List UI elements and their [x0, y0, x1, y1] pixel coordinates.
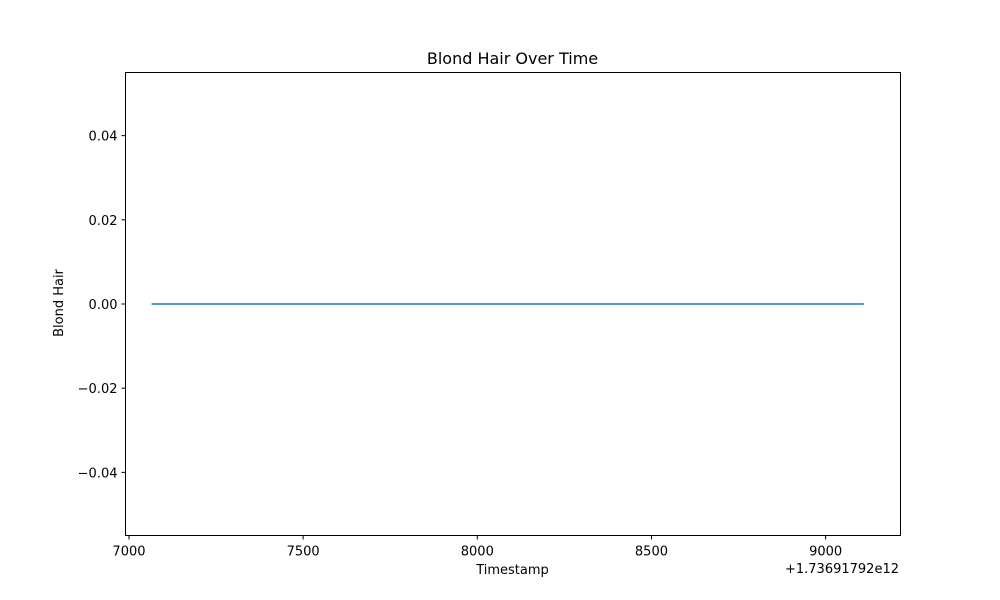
x-axis: 7000 7500 8000 8500 9000	[112, 535, 842, 560]
x-tick-label: 7500	[287, 545, 320, 560]
y-tick-label: −0.02	[78, 382, 118, 397]
x-axis-label: Timestamp	[475, 563, 549, 578]
y-tick-label: 0.00	[89, 298, 118, 313]
y-tick-label: 0.04	[89, 130, 118, 145]
x-tick-label: 9000	[809, 545, 842, 560]
y-tick-label: −0.04	[78, 466, 118, 481]
y-axis-label: Blond Hair	[52, 268, 67, 336]
y-tick-label: 0.02	[89, 214, 118, 229]
chart-title: Blond Hair Over Time	[427, 49, 598, 68]
x-tick-label: 8000	[461, 545, 494, 560]
x-tick-label: 8500	[635, 545, 668, 560]
x-tick-label: 7000	[112, 545, 145, 560]
y-axis: 0.04 0.02 0.00 −0.02 −0.04	[78, 130, 126, 481]
x-axis-offset-label: +1.73691792e12	[785, 562, 899, 577]
